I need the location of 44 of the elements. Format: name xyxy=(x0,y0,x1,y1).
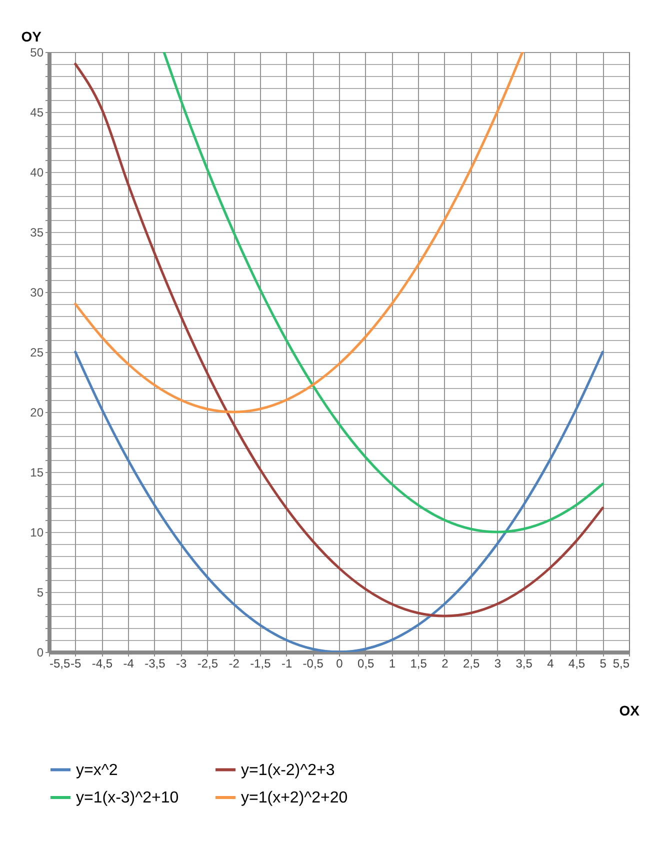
x-tick-label: 1,5 xyxy=(410,656,428,670)
line-series xyxy=(74,52,524,414)
x-tick-label: -2 xyxy=(228,656,240,670)
x-tick-label: -3,5 xyxy=(144,656,166,670)
x-tick-label: -4,5 xyxy=(92,656,113,670)
x-tick-label: -2,5 xyxy=(197,656,218,670)
x-tick-label: 3 xyxy=(494,656,502,670)
y-tick-label: 50 xyxy=(30,46,44,60)
legend-label: y=1(x-3)^2+10 xyxy=(76,790,179,806)
x-tick-label: -4 xyxy=(123,656,134,670)
y-tick-label: 10 xyxy=(30,526,44,540)
line-series xyxy=(162,52,604,534)
x-tick-label: 4 xyxy=(547,656,554,670)
legend-label: y=1(x-2)^2+3 xyxy=(241,762,335,779)
x-tick-label: 3,5 xyxy=(516,656,533,670)
y-tick-label: 5 xyxy=(36,586,44,600)
legend-label: y=x^2 xyxy=(76,762,118,779)
line-series xyxy=(74,350,604,652)
x-tick-label: 2,5 xyxy=(462,656,480,670)
y-tick-label: 25 xyxy=(30,346,44,360)
legend-label: y=1(x+2)^2+20 xyxy=(241,790,348,806)
x-tick-label: 5,5 xyxy=(612,656,630,670)
x-axis-title: OX xyxy=(619,702,640,718)
x-tick-label: -0,5 xyxy=(302,656,324,670)
x-tick-label: 2 xyxy=(442,656,449,670)
y-tick-label: 20 xyxy=(30,406,44,420)
y-tick-label: 40 xyxy=(30,166,44,180)
y-tick-label: 45 xyxy=(30,106,44,120)
y-tick-label: 15 xyxy=(30,466,44,480)
x-tick-label: -5 xyxy=(70,656,82,670)
y-tick-label: 0 xyxy=(36,646,44,660)
x-tick-label: 0 xyxy=(336,656,344,670)
line-series xyxy=(74,62,604,618)
y-tick-label: 30 xyxy=(30,286,44,300)
x-tick-label: 0,5 xyxy=(358,656,375,670)
x-tick-label: -5,5 xyxy=(50,656,71,670)
x-tick-label: -3 xyxy=(176,656,187,670)
x-tick-label: 4,5 xyxy=(568,656,586,670)
x-tick-label: -1 xyxy=(281,656,292,670)
y-tick-label: 35 xyxy=(30,226,44,240)
y-axis-title: OY xyxy=(21,28,42,44)
x-tick-label: 5 xyxy=(600,656,607,670)
x-tick-label: -1,5 xyxy=(250,656,272,670)
x-tick-label: 1 xyxy=(388,656,396,670)
